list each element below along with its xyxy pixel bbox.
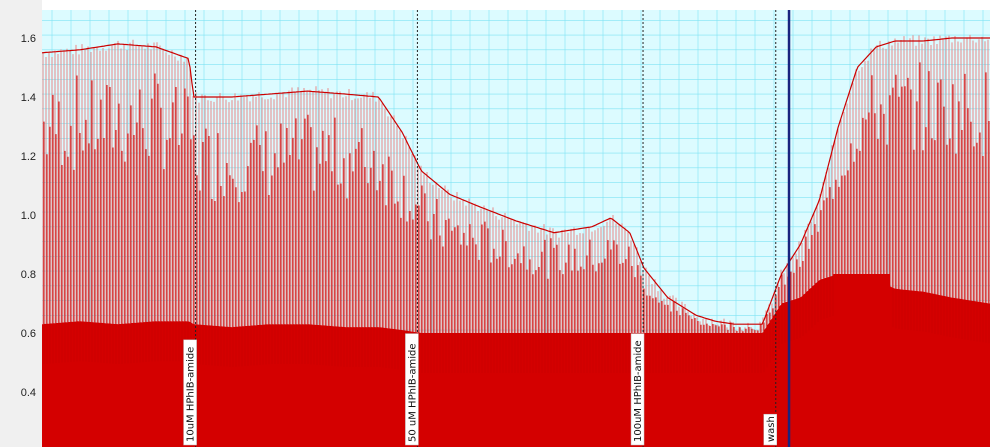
event-marker-2: 100uM HPhIB-amide (630, 333, 645, 446)
event-marker-0: 10uM HPhIB-amide (183, 339, 197, 446)
y-axis-background (0, 0, 42, 447)
event-marker-1: 50 uM HPhIB-amide (405, 333, 419, 446)
trace-base-fill (42, 274, 990, 447)
y-tick-label: 1.0 (21, 210, 36, 222)
y-tick-label: 1.6 (21, 33, 36, 45)
trace-dense-fill (833, 274, 891, 447)
event-marker-3: wash (763, 413, 778, 446)
event-marker-label-box (630, 333, 645, 446)
event-marker-label-box (763, 413, 778, 446)
event-marker-label-box (183, 339, 197, 446)
marker-layer: 10uM HPhIB-amide 50 uM HPhIB-amide 100uM H… (183, 10, 778, 447)
y-tick-label: 0.6 (21, 328, 36, 340)
trace-layer (41, 34, 990, 447)
y-axis-ticks: 1.6 1.4 1.2 1.0 0.8 0.6 0.4 (21, 33, 36, 399)
y-tick-label: 1.4 (21, 92, 36, 104)
event-marker-label: wash (766, 416, 777, 442)
y-tick-label: 0.8 (21, 269, 36, 281)
event-marker-label-box (405, 333, 419, 446)
event-marker-label: 10uM HPhIB-amide (186, 347, 197, 442)
y-tick-label: 1.2 (21, 151, 36, 163)
trace-peak-envelope (41, 37, 990, 325)
event-marker-label: 100uM HPhIB-amide (633, 340, 644, 442)
y-tick-label: 0.4 (21, 387, 36, 399)
event-marker-label: 50 uM HPhIB-amide (407, 343, 418, 442)
